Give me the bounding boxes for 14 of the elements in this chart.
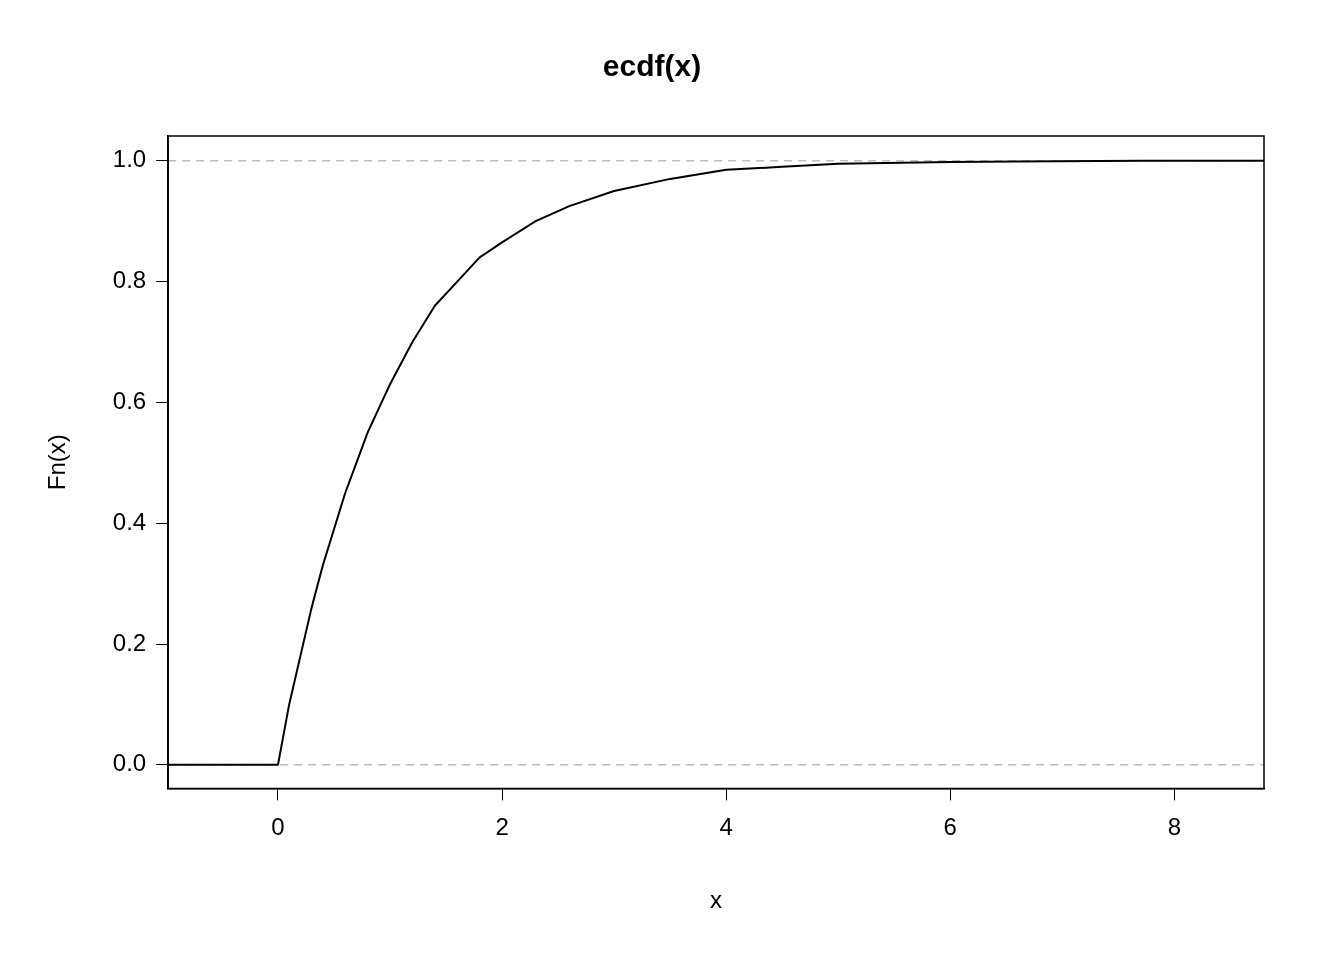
- x-tick-label: 4: [719, 813, 733, 841]
- y-tick-label: 0.8: [112, 266, 147, 294]
- y-tick-label: 0.0: [112, 749, 147, 777]
- x-axis-title: x: [710, 886, 723, 914]
- x-tick-label: 2: [495, 813, 509, 841]
- x-tick-label: 0: [271, 813, 285, 841]
- y-tick-label: 0.2: [112, 628, 147, 656]
- y-axis-title: Fn(x): [43, 434, 71, 491]
- y-tick-label: 0.4: [112, 507, 147, 535]
- y-tick-label: 0.6: [112, 387, 147, 415]
- x-tick-label: 8: [1167, 813, 1182, 841]
- y-tick-label: 1.0: [112, 145, 147, 173]
- x-tick-label: 6: [943, 813, 957, 841]
- chart-title: ecdf(x): [602, 49, 702, 83]
